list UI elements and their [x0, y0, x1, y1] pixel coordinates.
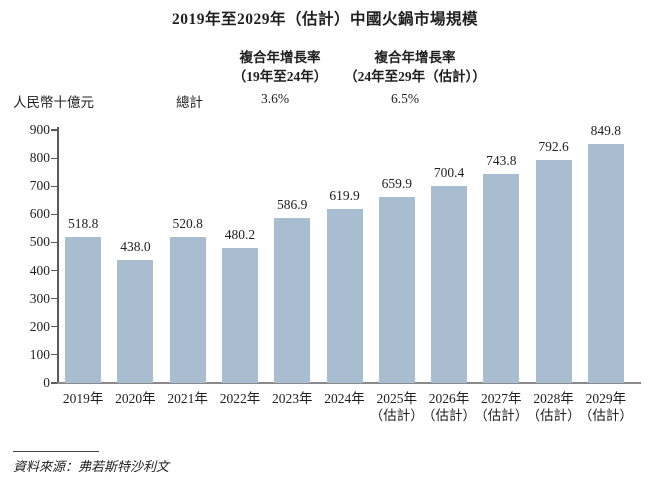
cagr-header-2024-2029-line2: （24年至29年（估計））: [344, 69, 486, 84]
cagr-header-2024-2029: 複合年增長率 （24年至29年（估計））: [330, 48, 500, 86]
source-divider: [13, 451, 99, 452]
bar-value-label: 700.4: [433, 165, 465, 181]
x-tick-sublabel: （估計）: [474, 408, 529, 423]
y-tick-label: 900: [29, 122, 50, 137]
x-tick-sublabel: （估計）: [526, 408, 581, 423]
y-axis-line: [57, 127, 59, 384]
y-tick-mark: [51, 354, 57, 356]
y-tick-mark: [51, 241, 57, 244]
x-tick-label: 2025年 （估計）: [367, 390, 427, 424]
y-tick-mark: [51, 382, 57, 384]
bar-value-label: 619.9: [329, 187, 360, 203]
bar-2023年: [274, 218, 311, 383]
x-tick-label: 2019年: [62, 391, 104, 406]
bar-2028年: [535, 160, 572, 383]
bar-2021年: [169, 236, 206, 383]
x-tick-label: 2029年 （估計）: [576, 390, 636, 424]
x-tick-label: 2027年 （估計）: [471, 390, 531, 424]
y-tick-mark: [51, 326, 57, 328]
y-tick-label: 0: [43, 375, 50, 390]
cagr-header-2024-2029-line1: 複合年增長率: [374, 50, 456, 65]
x-tick-label: 2021年: [167, 391, 208, 406]
y-tick-label: 100: [29, 346, 50, 362]
x-tick-label: 2024年: [324, 391, 365, 406]
bar-2020年: [117, 259, 154, 383]
source-note: 資料來源：弗若斯特沙利文: [13, 459, 170, 474]
x-tick-label: 2026年 （估計）: [419, 390, 479, 424]
bar-2026年: [431, 186, 468, 383]
bar-2022年: [221, 248, 258, 383]
bar-value-label: 743.8: [486, 152, 517, 168]
bar-value-label: 586.9: [277, 197, 308, 213]
x-tick-label: 2023年: [271, 391, 313, 406]
cagr-row-label: 總計: [176, 95, 203, 110]
x-tick-label: 2022年: [219, 391, 261, 406]
bar-value-label: 480.2: [224, 227, 256, 242]
chart-title: 2019年至2029年（估計）中國火鍋市場規模: [171, 11, 478, 28]
y-tick-mark: [51, 298, 57, 300]
bar-2027年: [483, 173, 520, 383]
y-tick-label: 700: [29, 178, 50, 194]
bar-2025年: [378, 197, 415, 383]
bar-2024年: [326, 208, 363, 383]
x-tick-sublabel: （估計）: [369, 408, 424, 423]
y-tick-label: 300: [29, 290, 50, 306]
cagr-header-2019-2024-line1: 複合年增長率: [239, 50, 321, 65]
bar-value-label: 518.8: [67, 216, 99, 232]
y-tick-label: 400: [29, 262, 50, 278]
cagr-value-2019-2024: 3.6%: [260, 91, 290, 106]
y-tick-label: 800: [29, 150, 50, 166]
x-tick-label: 2020年: [115, 391, 156, 406]
x-tick-label: 2028年 （估計）: [523, 390, 583, 424]
y-tick-label: 600: [29, 206, 50, 222]
bar-2019年: [65, 237, 102, 383]
bar-value-label: 849.8: [590, 123, 622, 139]
cagr-header-2019-2024-line2: （19年至24年）: [232, 69, 328, 84]
y-tick-label: 500: [29, 234, 50, 250]
x-tick-sublabel: （估計）: [578, 408, 633, 423]
y-axis-unit-label: 人民幣十億元: [13, 95, 94, 110]
x-tick-sublabel: （估計）: [422, 408, 477, 423]
bar-value-label: 438.0: [120, 238, 151, 254]
y-tick-mark: [51, 185, 57, 187]
cagr-header-2019-2024: 複合年增長率 （19年至24年）: [195, 48, 365, 86]
y-tick-mark: [51, 129, 57, 131]
y-tick-mark: [51, 269, 57, 272]
y-tick-mark: [51, 157, 57, 159]
bar-value-label: 520.8: [172, 215, 203, 231]
y-tick-mark: [51, 213, 57, 215]
bar-2029年: [587, 144, 624, 383]
bar-value-label: 659.9: [381, 176, 412, 192]
y-tick-label: 200: [29, 318, 50, 334]
bar-value-label: 792.6: [538, 139, 569, 155]
cagr-value-2024-2029: 6.5%: [390, 91, 420, 106]
